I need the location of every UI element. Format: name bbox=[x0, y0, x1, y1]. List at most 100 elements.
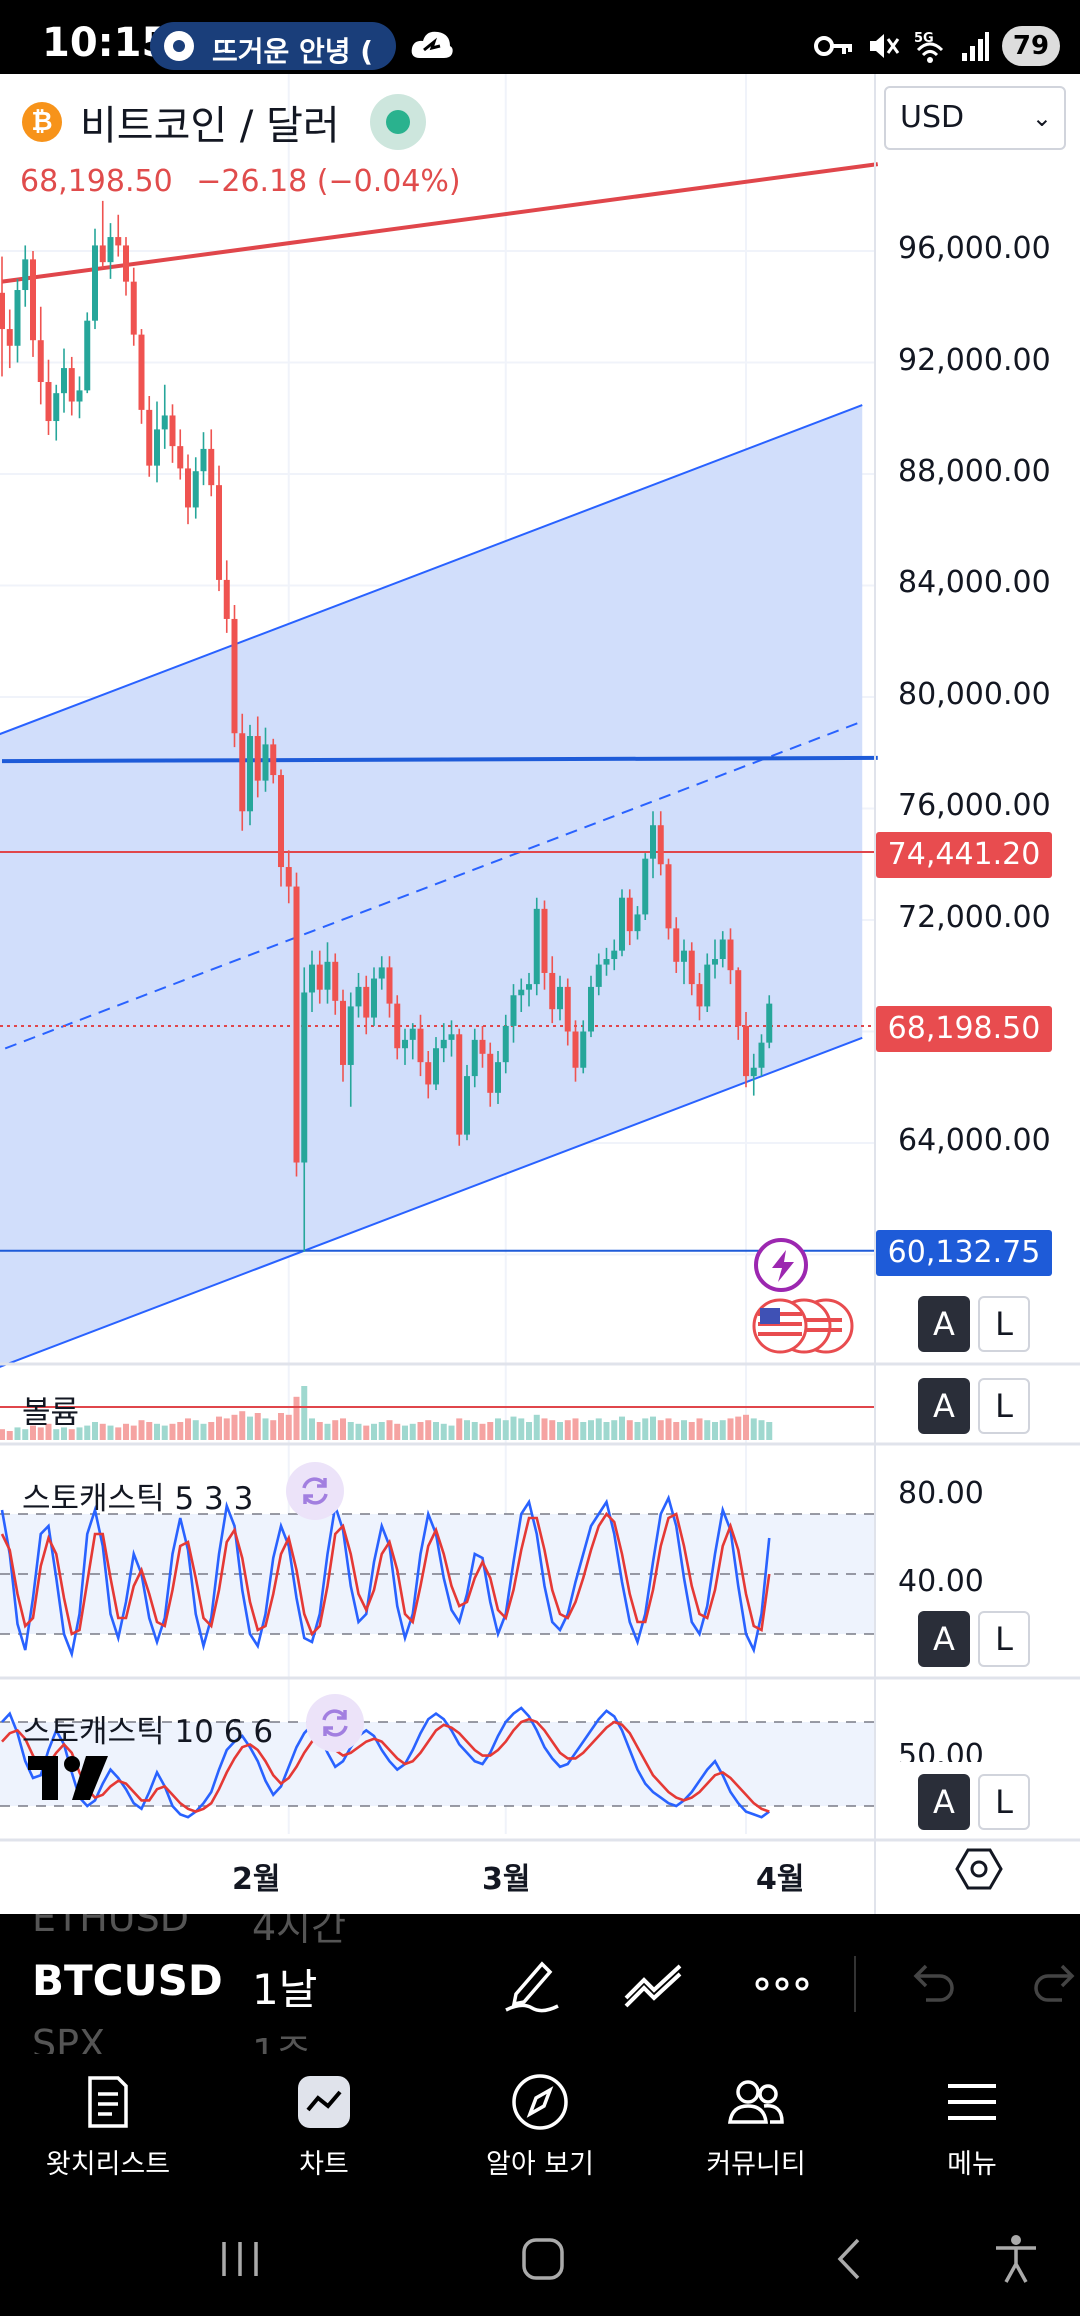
volume-bar bbox=[200, 1423, 207, 1440]
volume-bar bbox=[425, 1420, 432, 1440]
clock: 10:15 bbox=[42, 20, 170, 66]
volume-bar bbox=[595, 1418, 602, 1440]
candle-body bbox=[332, 961, 339, 1001]
us-economic-events-icon[interactable] bbox=[752, 1296, 856, 1356]
candle-body bbox=[650, 825, 656, 859]
candle-body bbox=[572, 1031, 579, 1068]
symbol-header[interactable]: ₿ 비트코인 / 달러 bbox=[22, 94, 426, 150]
more-icon[interactable] bbox=[752, 1954, 812, 2014]
chart-area[interactable]: ₿ 비트코인 / 달러 68,198.50 −26.18 (−0.04%) US… bbox=[0, 74, 1080, 1914]
timeframe-picker-current[interactable]: 1날 bbox=[252, 1965, 318, 2014]
auto-scale-button[interactable]: A bbox=[918, 1611, 970, 1667]
volume-bar bbox=[657, 1420, 664, 1440]
volume-bar bbox=[154, 1423, 160, 1440]
log-scale-button[interactable]: L bbox=[978, 1296, 1030, 1352]
chart-icon bbox=[298, 2076, 350, 2128]
volume-bar bbox=[45, 1423, 52, 1440]
volume-bar bbox=[192, 1420, 199, 1440]
redo-icon[interactable] bbox=[1026, 1954, 1080, 2014]
last-price-tag[interactable]: 68,198.50 bbox=[876, 1006, 1052, 1052]
compass-icon bbox=[512, 2074, 568, 2130]
candle-body bbox=[92, 245, 98, 321]
indicators-icon[interactable] bbox=[622, 1954, 686, 2014]
back-icon[interactable] bbox=[826, 2234, 876, 2284]
nav-chart[interactable]: 차트 bbox=[216, 2054, 432, 2204]
log-scale-button[interactable]: L bbox=[978, 1774, 1030, 1830]
stoch2-k-line bbox=[1, 1706, 771, 1819]
volume-bar bbox=[185, 1418, 191, 1440]
timeframe-picker-next[interactable]: 1주 bbox=[252, 2031, 312, 2054]
undo-icon[interactable] bbox=[902, 1954, 962, 2014]
signal-icon bbox=[962, 32, 989, 61]
stoch2-pane-label[interactable]: 스토캐스틱 10 6 6 bbox=[22, 1714, 274, 1750]
volume-bar bbox=[758, 1420, 765, 1440]
symbol-picker-current[interactable]: BTCUSD bbox=[32, 1956, 223, 2005]
volume-bar bbox=[107, 1425, 114, 1440]
volume-bar bbox=[371, 1423, 377, 1440]
volume-bar bbox=[216, 1416, 222, 1440]
auto-scale-button[interactable]: A bbox=[918, 1774, 970, 1830]
candle-body bbox=[727, 939, 734, 971]
candle-body bbox=[471, 1039, 478, 1077]
timeframe-picker-prev[interactable]: 4시간 bbox=[252, 1914, 347, 1949]
drawing-tools-icon[interactable] bbox=[502, 1954, 562, 2014]
candle-body bbox=[107, 237, 114, 263]
volume-bar bbox=[417, 1422, 424, 1440]
lightning-event-icon[interactable] bbox=[754, 1238, 808, 1292]
volume-bar bbox=[14, 1427, 21, 1440]
stoch1-d-line bbox=[0, 1511, 771, 1637]
symbol-picker-next[interactable]: SPX bbox=[32, 2022, 106, 2054]
candle-body bbox=[448, 1034, 455, 1040]
bottom-navigation: 왓치리스트 차트 알아 보기 커뮤니티 메뉴 bbox=[0, 2054, 1080, 2204]
candle-body bbox=[688, 950, 695, 985]
recent-apps-icon[interactable] bbox=[216, 2234, 266, 2284]
nav-label: 메뉴 bbox=[947, 2149, 997, 2180]
log-scale-button[interactable]: L bbox=[978, 1378, 1030, 1434]
nav-watchlist[interactable]: 왓치리스트 bbox=[0, 2054, 216, 2204]
volume-bar bbox=[665, 1418, 672, 1440]
tradingview-logo bbox=[28, 1756, 108, 1800]
volume-bar bbox=[53, 1429, 60, 1440]
candle-body bbox=[704, 964, 711, 1007]
candle-body bbox=[200, 448, 207, 472]
currency-select[interactable]: USD ⌄ bbox=[884, 86, 1066, 150]
level-price-tag[interactable]: 74,441.20 bbox=[876, 832, 1052, 878]
refresh-icon[interactable] bbox=[286, 1462, 344, 1520]
candle-body bbox=[681, 950, 687, 962]
chart-canvas[interactable] bbox=[0, 74, 1080, 1914]
candle-body bbox=[53, 393, 60, 422]
volume-pane-label[interactable]: 볼륨 bbox=[22, 1395, 80, 1431]
volume-bar bbox=[580, 1422, 587, 1440]
refresh-icon[interactable] bbox=[306, 1694, 364, 1752]
home-icon[interactable] bbox=[518, 2234, 568, 2284]
candle-body bbox=[409, 1028, 416, 1040]
candle-body bbox=[502, 1025, 509, 1063]
log-scale-button[interactable]: L bbox=[978, 1611, 1030, 1667]
media-notification-pill[interactable]: 뜨거운 안녕 ( bbox=[150, 22, 396, 70]
accessibility-icon[interactable] bbox=[994, 2234, 1038, 2284]
auto-scale-button[interactable]: A bbox=[918, 1378, 970, 1434]
volume-bar bbox=[533, 1414, 540, 1440]
level-price-tag[interactable]: 60,132.75 bbox=[876, 1230, 1052, 1276]
symbol-title[interactable]: 비트코인 / 달러 bbox=[80, 103, 340, 149]
stoch1-pane-label[interactable]: 스토캐스틱 5 3 3 bbox=[22, 1481, 254, 1517]
candle-body bbox=[743, 1025, 749, 1077]
volume-bar bbox=[479, 1423, 486, 1440]
candle-body bbox=[642, 858, 649, 915]
chart-settings-icon[interactable] bbox=[954, 1844, 1004, 1894]
volume-bar bbox=[502, 1420, 509, 1440]
candle-body bbox=[425, 1062, 432, 1085]
candle-body bbox=[402, 1039, 408, 1049]
nav-explore[interactable]: 알아 보기 bbox=[432, 2054, 648, 2204]
volume-bar bbox=[727, 1418, 734, 1440]
nav-community[interactable]: 커뮤니티 bbox=[648, 2054, 864, 2204]
nav-menu[interactable]: 메뉴 bbox=[864, 2054, 1080, 2204]
symbol-picker-prev[interactable]: ETHUSD bbox=[32, 1914, 189, 1940]
auto-scale-button[interactable]: A bbox=[918, 1296, 970, 1352]
market-status-icon[interactable] bbox=[369, 94, 426, 150]
volume-bar bbox=[394, 1423, 401, 1440]
candle-body bbox=[177, 446, 184, 469]
volume-bar bbox=[208, 1422, 215, 1440]
volume-bar bbox=[61, 1427, 67, 1440]
candle-body bbox=[14, 290, 21, 346]
